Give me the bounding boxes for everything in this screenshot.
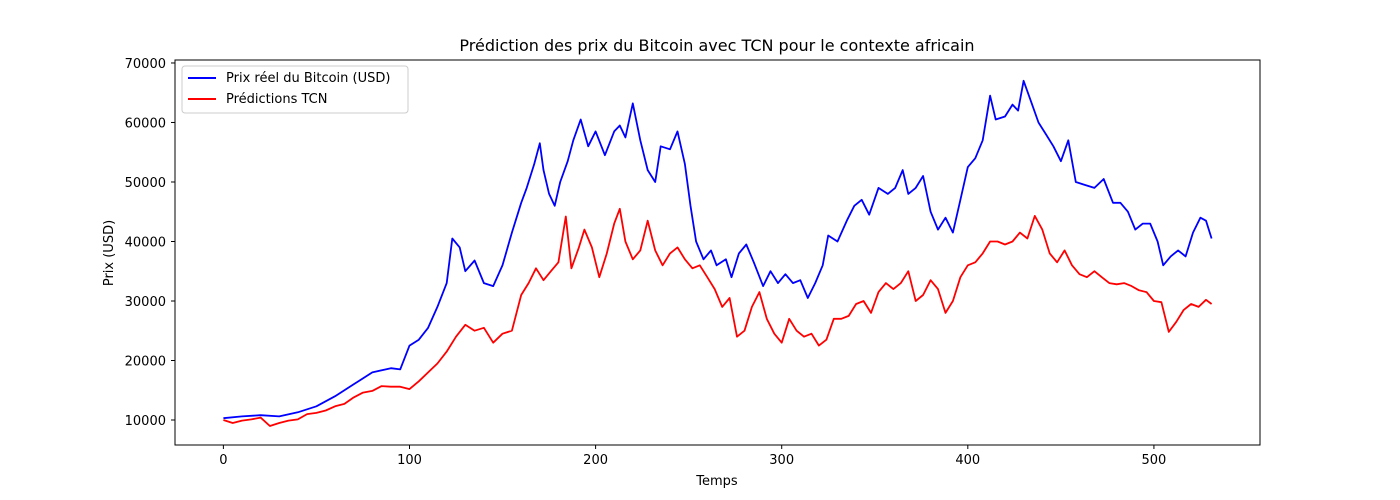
y-tick-label: 70000 bbox=[125, 57, 166, 72]
y-tick-label: 10000 bbox=[125, 414, 166, 429]
legend-label-actual: Prix réel du Bitcoin (USD) bbox=[226, 71, 390, 86]
plot-frame bbox=[174, 59, 1261, 446]
x-tick-label: 300 bbox=[769, 453, 794, 468]
x-tick-label: 100 bbox=[397, 453, 422, 468]
y-tick-label: 50000 bbox=[125, 176, 166, 191]
y-axis-title: Prix (USD) bbox=[102, 220, 117, 286]
x-axis-title: Temps bbox=[695, 474, 738, 489]
x-tick-label: 0 bbox=[219, 453, 227, 468]
y-tick-label: 30000 bbox=[125, 295, 166, 310]
legend-box bbox=[181, 65, 409, 114]
axis-ticks: 0 100 200 300 400 500 10000 20000 30000 40000 5000… bbox=[125, 57, 1167, 468]
x-tick-label: 500 bbox=[1142, 453, 1167, 468]
y-tick-label: 60000 bbox=[125, 116, 166, 131]
legend: Prix réel du Bitcoin (USD) Prédictions T… bbox=[181, 65, 409, 114]
series-line-actual bbox=[223, 79, 1213, 420]
plot-area bbox=[223, 79, 1213, 427]
x-tick-label: 200 bbox=[583, 453, 608, 468]
y-tick-label: 20000 bbox=[125, 355, 166, 370]
y-tick-label: 40000 bbox=[125, 235, 166, 250]
series-line-predicted bbox=[223, 207, 1213, 427]
legend-label-predicted: Prédictions TCN bbox=[226, 92, 327, 107]
x-tick-label: 400 bbox=[955, 453, 980, 468]
chart-title: Prédiction des prix du Bitcoin avec TCN … bbox=[459, 36, 974, 55]
